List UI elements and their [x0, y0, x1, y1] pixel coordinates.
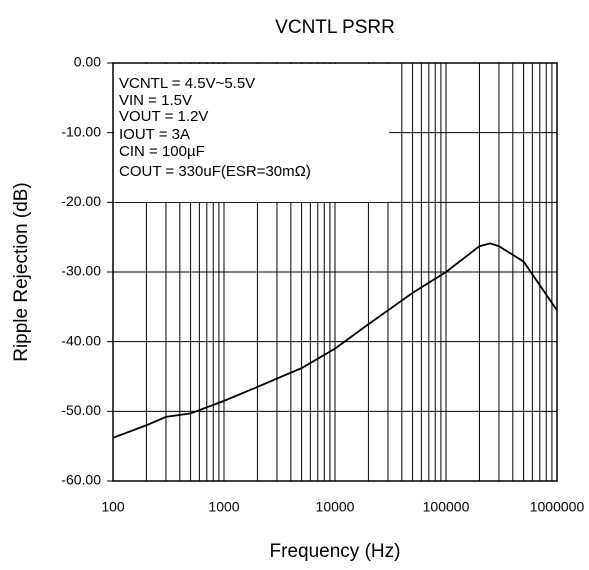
x-tick-label: 10000	[316, 499, 355, 515]
x-tick-label: 1000	[208, 499, 239, 515]
y-tick-label: -40.00	[61, 332, 101, 348]
x-tick-label: 1000000	[530, 499, 585, 515]
annotation: CIN = 100µF	[119, 143, 205, 160]
annotation: VOUT = 1.2V	[119, 108, 208, 125]
annotation: VIN = 1.5V	[119, 92, 192, 109]
y-tick-label: 0.00	[74, 54, 101, 70]
x-tick-label: 100000	[423, 499, 470, 515]
y-tick-label: -50.00	[61, 402, 101, 418]
line	[112, 242, 558, 439]
y-axis-label: Ripple Rejection (dB)	[11, 182, 32, 362]
annotation: IOUT = 3A	[119, 126, 190, 143]
y-tick-label: -60.00	[61, 472, 101, 488]
plot-frame	[112, 62, 558, 482]
y-tick-label: -10.00	[61, 123, 101, 139]
x-axis-label: Frequency (Hz)	[270, 541, 401, 562]
chart-title: VCNTL PSRR	[275, 17, 395, 38]
y-tick-label: -30.00	[61, 263, 101, 279]
x-tick-label: 100	[101, 499, 125, 515]
annotation: VCNTL = 4.5V~5.5V	[119, 75, 255, 92]
y-tick-label: -20.00	[61, 193, 101, 209]
annotation: COUT = 330uF(ESR=30mΩ)	[119, 163, 311, 180]
legend-box	[114, 64, 389, 202]
